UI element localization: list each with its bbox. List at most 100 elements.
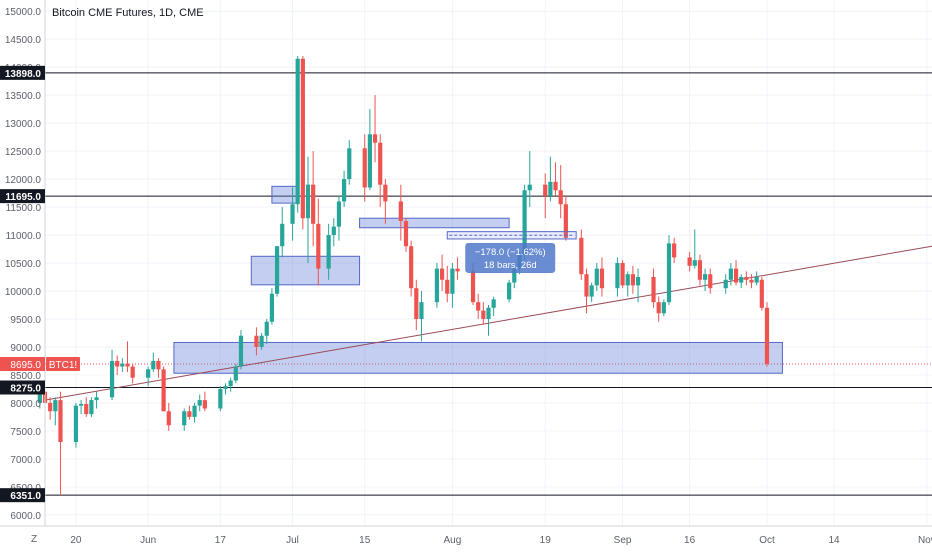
- zone-box[interactable]: [173, 341, 783, 374]
- candle-body[interactable]: [274, 246, 280, 294]
- candle-body[interactable]: [269, 293, 275, 322]
- candle-body[interactable]: [125, 363, 130, 367]
- candle-body[interactable]: [481, 310, 486, 319]
- candle-body[interactable]: [764, 307, 770, 365]
- candle-body[interactable]: [527, 184, 532, 191]
- candle-body[interactable]: [419, 302, 424, 319]
- candle-body[interactable]: [439, 268, 445, 280]
- candle-body[interactable]: [89, 400, 94, 415]
- candle-body[interactable]: [584, 274, 589, 297]
- candle-body[interactable]: [620, 263, 625, 286]
- timezone-icon[interactable]: Z: [31, 534, 38, 545]
- candle-body[interactable]: [445, 279, 450, 294]
- candle-body[interactable]: [558, 190, 563, 205]
- candle-body[interactable]: [486, 307, 491, 319]
- candle-body[interactable]: [48, 402, 53, 412]
- candle-body[interactable]: [264, 321, 269, 336]
- candle-body[interactable]: [522, 190, 527, 255]
- candle-body[interactable]: [151, 360, 156, 370]
- candle-body[interactable]: [362, 148, 367, 188]
- candle-body[interactable]: [300, 58, 305, 219]
- candle-body[interactable]: [120, 363, 125, 367]
- candle-body[interactable]: [342, 179, 347, 202]
- candle-body[interactable]: [651, 276, 656, 303]
- candle-body[interactable]: [666, 243, 672, 303]
- candle-body[interactable]: [202, 400, 207, 409]
- candle-body[interactable]: [130, 366, 135, 378]
- candle-body[interactable]: [579, 237, 584, 275]
- candle-body[interactable]: [414, 288, 419, 319]
- candle-body[interactable]: [372, 134, 378, 143]
- candle-body[interactable]: [672, 243, 677, 258]
- candle-body[interactable]: [470, 271, 476, 303]
- candle-body[interactable]: [290, 204, 295, 224]
- candle-body[interactable]: [661, 302, 666, 314]
- candle-body[interactable]: [635, 276, 641, 286]
- candle-body[interactable]: [625, 274, 630, 286]
- candle-body[interactable]: [507, 282, 512, 300]
- candle-body[interactable]: [367, 134, 372, 188]
- candle-body[interactable]: [548, 181, 553, 196]
- candle-body[interactable]: [192, 405, 197, 417]
- candle-body[interactable]: [311, 184, 316, 224]
- candle-body[interactable]: [759, 279, 764, 308]
- candle-body[interactable]: [491, 299, 496, 308]
- candle-body[interactable]: [403, 221, 409, 247]
- zone-box[interactable]: [250, 255, 361, 286]
- candle-body[interactable]: [553, 181, 558, 191]
- candle-body[interactable]: [594, 268, 599, 286]
- candle-body[interactable]: [94, 397, 99, 401]
- candle-body[interactable]: [398, 201, 403, 222]
- candle-body[interactable]: [455, 268, 460, 272]
- candle-body[interactable]: [115, 360, 120, 367]
- candle-body[interactable]: [37, 391, 42, 403]
- candle-body[interactable]: [409, 246, 414, 289]
- candle-body[interactable]: [589, 285, 594, 297]
- candle-body[interactable]: [347, 148, 352, 180]
- candle-body[interactable]: [383, 184, 388, 202]
- candle-body[interactable]: [739, 276, 744, 283]
- candle-body[interactable]: [146, 369, 151, 378]
- candle-body[interactable]: [53, 400, 58, 412]
- candle-body[interactable]: [599, 268, 605, 289]
- candle-body[interactable]: [733, 268, 739, 283]
- candle-body[interactable]: [58, 400, 63, 443]
- candle-body[interactable]: [336, 201, 342, 227]
- candle-body[interactable]: [702, 274, 708, 280]
- candle-body[interactable]: [305, 184, 311, 219]
- candle-body[interactable]: [692, 260, 697, 266]
- candle-body[interactable]: [512, 268, 517, 283]
- candle-body[interactable]: [450, 268, 455, 294]
- candle-body[interactable]: [259, 335, 264, 347]
- candle-body[interactable]: [723, 279, 728, 289]
- candle-body[interactable]: [744, 276, 749, 280]
- candle-body[interactable]: [73, 405, 79, 443]
- candle-body[interactable]: [187, 411, 192, 417]
- candle-body[interactable]: [182, 411, 187, 426]
- candle-body[interactable]: [754, 276, 759, 283]
- candle-body[interactable]: [656, 302, 661, 314]
- candle-body[interactable]: [218, 388, 223, 409]
- candle-body[interactable]: [233, 366, 238, 381]
- zone-box[interactable]: [271, 185, 299, 204]
- candle-body[interactable]: [316, 223, 321, 269]
- candle-body[interactable]: [630, 274, 635, 286]
- candle-body[interactable]: [156, 360, 161, 370]
- candle-body[interactable]: [708, 274, 713, 289]
- candle-body[interactable]: [280, 223, 285, 247]
- candle-body[interactable]: [331, 226, 336, 236]
- zone-box[interactable]: [359, 217, 510, 229]
- candle-body[interactable]: [326, 235, 331, 269]
- candle-body[interactable]: [687, 257, 692, 266]
- candle-body[interactable]: [166, 411, 171, 426]
- candle-body[interactable]: [563, 204, 568, 238]
- candle-body[interactable]: [84, 404, 89, 415]
- candle-body[interactable]: [223, 386, 228, 389]
- candle-body[interactable]: [728, 268, 733, 280]
- candle-body[interactable]: [543, 184, 548, 196]
- candle-body[interactable]: [228, 380, 233, 387]
- candle-body[interactable]: [161, 369, 166, 412]
- candle-body[interactable]: [434, 268, 440, 303]
